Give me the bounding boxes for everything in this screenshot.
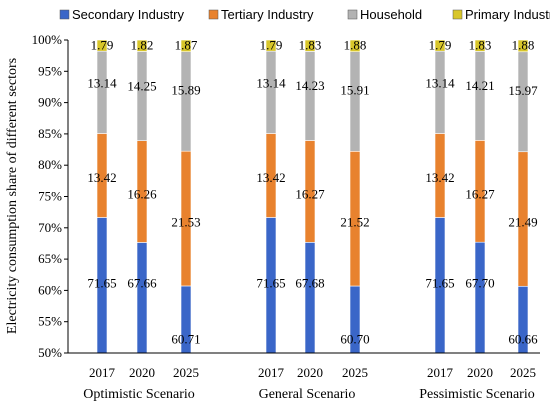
value-label: 16.26	[127, 187, 157, 202]
value-label: 1.87	[175, 37, 198, 52]
legend: Secondary Industry Tertiary Industry House…	[59, 7, 550, 22]
value-label: 21.53	[171, 214, 200, 229]
value-label: 16.27	[295, 186, 325, 201]
x-tick-label: 2020	[129, 365, 155, 380]
y-tick-label: 60%	[38, 282, 62, 297]
legend-swatch	[59, 9, 70, 20]
legend-label: Secondary Industry	[72, 7, 185, 22]
scenario-label: Optimistic Scenario	[83, 387, 195, 402]
y-axis-title: Electricity consumption share of differe…	[5, 58, 20, 334]
bar-segment-secondary-industry	[136, 242, 148, 354]
bar-segment-secondary-industry	[304, 242, 316, 354]
y-tick-label: 65%	[38, 251, 62, 266]
value-label: 21.49	[508, 215, 537, 230]
value-label: 13.42	[425, 170, 454, 185]
value-label: 14.25	[127, 78, 156, 93]
bar-segment-primary-industry	[474, 39, 486, 52]
x-tick-label: 2025	[342, 365, 368, 380]
bar-segment-household	[434, 50, 446, 134]
bar-segment-primary-industry	[180, 39, 192, 53]
bar-segment-household	[96, 50, 108, 134]
legend-swatch	[452, 9, 463, 20]
value-label: 1.83	[299, 37, 322, 52]
value-label: 1.82	[131, 37, 154, 52]
y-tick-label: 70%	[38, 220, 62, 235]
bars	[96, 39, 529, 354]
bar-segment-primary-industry	[265, 39, 277, 52]
bar-segment-primary-industry	[517, 39, 529, 53]
x-tick-label: 2025	[510, 365, 536, 380]
legend-label: Household	[360, 7, 422, 22]
value-label: 71.65	[256, 275, 285, 290]
value-label: 21.52	[340, 214, 369, 229]
scenario-label: General Scenario	[259, 387, 356, 402]
bar-segment-household	[474, 51, 486, 141]
value-label: 14.21	[465, 78, 494, 93]
value-label: 67.66	[127, 275, 157, 290]
bar-segment-primary-industry	[96, 39, 108, 52]
x-axis: 2017 2020 2025 Optimistic Scenario 2017 2020 2…	[68, 352, 540, 402]
value-label: 60.70	[340, 332, 369, 347]
legend-label: Tertiary Industry	[221, 7, 314, 22]
y-tick-label: 85%	[38, 126, 62, 141]
value-label: 60.66	[508, 332, 538, 347]
y-tick-label: 95%	[38, 63, 62, 78]
value-label: 71.65	[425, 275, 454, 290]
y-tick-label: 50%	[38, 345, 62, 360]
bar-segment-household	[265, 50, 277, 134]
x-tick-label: 2017	[427, 365, 454, 380]
value-label: 1.79	[91, 37, 114, 52]
value-label: 13.14	[256, 75, 286, 90]
bar-segment-household	[349, 51, 361, 152]
legend-swatch	[347, 9, 358, 20]
value-label: 15.91	[340, 83, 369, 98]
bar-segment-primary-industry	[136, 39, 148, 52]
y-tick-label: 75%	[38, 189, 62, 204]
value-label: 13.42	[87, 170, 116, 185]
y-tick-label: 100%	[32, 32, 63, 47]
value-label: 1.83	[469, 37, 492, 52]
bar-segment-household	[136, 51, 148, 141]
value-label: 15.97	[508, 83, 538, 98]
value-label: 60.71	[171, 332, 200, 347]
bar-segment-household	[304, 51, 316, 141]
x-tick-label: 2020	[297, 365, 323, 380]
bar-segment-secondary-industry	[474, 241, 486, 354]
x-tick-label: 2020	[467, 365, 493, 380]
bar-segment-primary-industry	[304, 39, 316, 52]
bar-segment-household	[517, 51, 529, 153]
value-label: 13.14	[425, 75, 455, 90]
bar-segment-household	[180, 51, 192, 152]
bar-segment-primary-industry	[349, 39, 361, 53]
value-label: 13.42	[256, 170, 285, 185]
bar-segment-primary-industry	[434, 39, 446, 52]
value-label: 71.65	[87, 275, 116, 290]
value-label: 15.89	[171, 83, 200, 98]
value-labels: 71.65 13.42 13.14 1.79 67.66 16.26 14.25 1.82 60…	[87, 37, 538, 346]
x-tick-label: 2017	[258, 365, 285, 380]
value-label: 1.79	[429, 37, 452, 52]
value-label: 67.70	[465, 275, 494, 290]
x-tick-label: 2025	[173, 365, 199, 380]
x-tick-label: 2017	[89, 365, 116, 380]
y-tick-label: 90%	[38, 95, 62, 110]
y-tick-label: 55%	[38, 314, 62, 329]
legend-label: Primary Industry	[465, 7, 550, 22]
value-label: 14.23	[295, 78, 324, 93]
value-label: 16.27	[465, 186, 495, 201]
value-label: 13.14	[87, 75, 117, 90]
scenario-label: Pessimistic Scenario	[419, 387, 535, 402]
y-axis: 50% 55% 60% 65% 70% 75% 80% 85% 90% 95% 100%	[32, 32, 69, 360]
value-label: 1.88	[344, 37, 367, 52]
legend-swatch	[208, 9, 219, 20]
y-tick-label: 80%	[38, 157, 62, 172]
value-label: 67.68	[295, 275, 324, 290]
value-label: 1.88	[512, 37, 535, 52]
value-label: 1.79	[260, 37, 283, 52]
